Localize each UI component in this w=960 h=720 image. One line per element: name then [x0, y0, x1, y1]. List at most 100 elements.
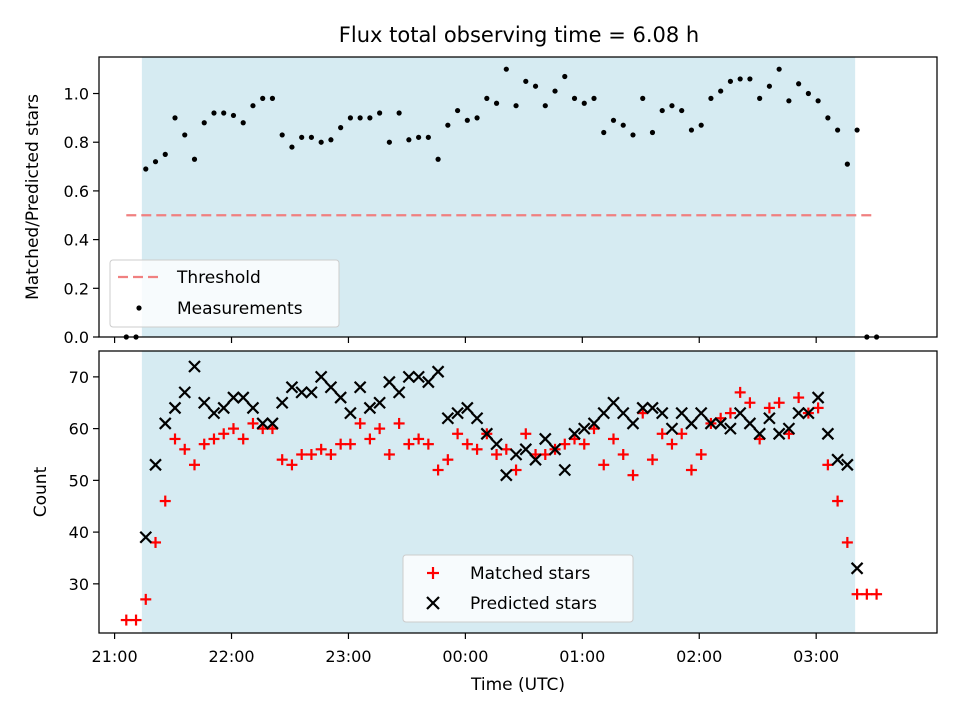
predicted-star-point [139, 530, 153, 544]
measurement-point [260, 95, 266, 101]
measurement-point [338, 125, 344, 131]
matched-star-point [491, 448, 503, 460]
measurement-point [718, 88, 724, 94]
measurement-point [416, 134, 422, 140]
predicted-star-point [285, 380, 299, 394]
predicted-star-point [597, 406, 611, 420]
measurement-point [162, 151, 168, 157]
predicted-star-point [275, 396, 289, 410]
matched-stars-legend-marker [427, 567, 439, 579]
measurement-point [406, 137, 412, 143]
matched-star-point [218, 428, 230, 440]
measurement-point [299, 134, 305, 140]
matched-star-point [461, 438, 473, 450]
matched-star-point [286, 459, 298, 471]
predicted-star-point [353, 380, 367, 394]
matched-star-point [130, 614, 142, 626]
measurement-point [532, 83, 539, 89]
measurement-point [542, 103, 548, 109]
matched-star-point [598, 459, 610, 471]
matched-star-point [812, 402, 824, 414]
bottom-y-tick-label: 50 [69, 471, 89, 490]
matched-star-point [676, 428, 688, 440]
measurement-point [308, 134, 315, 140]
matched-star-point [344, 438, 356, 450]
predicted-star-point [480, 427, 494, 441]
measurement-point [347, 115, 353, 121]
matched-star-point [120, 614, 132, 626]
matched-star-point [763, 402, 775, 414]
predicted-star-point [422, 375, 435, 389]
top-plot-frame [98, 56, 938, 338]
matched-star-point [510, 464, 522, 476]
predicted-star-point [441, 411, 455, 425]
bottom-legend-box [402, 554, 634, 623]
matched-star-point [471, 443, 483, 455]
x-tick-label: 01:00 [559, 647, 605, 666]
measurement-point [279, 132, 285, 138]
measurement-point [776, 66, 782, 72]
matched-star-point [296, 448, 308, 460]
matched-star-point [422, 438, 434, 450]
predicted-star-point [558, 463, 572, 477]
x-axis-label: Time (UTC) [470, 675, 565, 695]
predicted-star-point [431, 365, 445, 378]
bottom-y-tick-label: 40 [69, 523, 89, 542]
measurement-point [318, 139, 324, 145]
predicted-star-point [694, 406, 708, 420]
measurement-point [240, 120, 246, 126]
matched-star-point [539, 448, 551, 460]
measurement-point [815, 98, 821, 104]
predicted-star-point [451, 406, 464, 420]
predicted-star-point [841, 458, 854, 472]
matched-star-point [188, 459, 200, 471]
measurement-point [688, 127, 695, 133]
predicted-star-point [334, 391, 347, 404]
measurement-point [503, 66, 509, 72]
measurement-point [328, 137, 334, 143]
matched-star-point [247, 417, 259, 429]
predicted-star-point [207, 406, 221, 420]
measurement-point [786, 98, 792, 104]
measurement-point [796, 81, 802, 87]
x-tick-label: 22:00 [208, 647, 254, 666]
predicted-star-point [685, 417, 698, 430]
matched-star-point [198, 438, 210, 450]
matched-star-point [685, 464, 697, 476]
bottom-y-tick-label: 60 [69, 420, 89, 439]
measurement-point [649, 129, 656, 136]
measurement-point [610, 117, 617, 123]
bottom-y-tick-label: 70 [69, 368, 89, 387]
matched-star-point [276, 454, 288, 466]
predicted-star-point [616, 406, 630, 420]
measurement-point [659, 107, 665, 114]
predicted-star-point [626, 417, 640, 430]
measurement-point [844, 161, 850, 167]
matched-star-point [393, 417, 405, 429]
matched-star-point [413, 433, 425, 445]
measurement-point [357, 115, 363, 121]
top-legend-box [109, 259, 340, 328]
predicted-star-point [821, 427, 835, 441]
predicted-star-point [344, 406, 357, 420]
top-y-tick-label: 0.6 [64, 182, 89, 201]
measurement-point [172, 115, 178, 121]
measurement-point [269, 95, 276, 101]
matched-star-point [179, 443, 191, 455]
measurement-point [669, 103, 675, 109]
predicted-star-point [675, 406, 688, 420]
predicted-star-point [811, 391, 825, 404]
x-tick-label: 00:00 [442, 647, 488, 666]
measurement-point [221, 110, 227, 116]
matched-star-point [744, 397, 756, 409]
measurement-point [143, 166, 149, 172]
predicted-star-point [158, 417, 172, 430]
measurement-point [474, 115, 480, 121]
measurement-point [484, 95, 490, 101]
predicted-star-point [665, 422, 679, 435]
predicted-star-point [324, 380, 338, 394]
predicted-star-point [314, 370, 328, 384]
matched-star-point [403, 438, 415, 450]
measurements-legend-label: Measurements [177, 299, 303, 319]
